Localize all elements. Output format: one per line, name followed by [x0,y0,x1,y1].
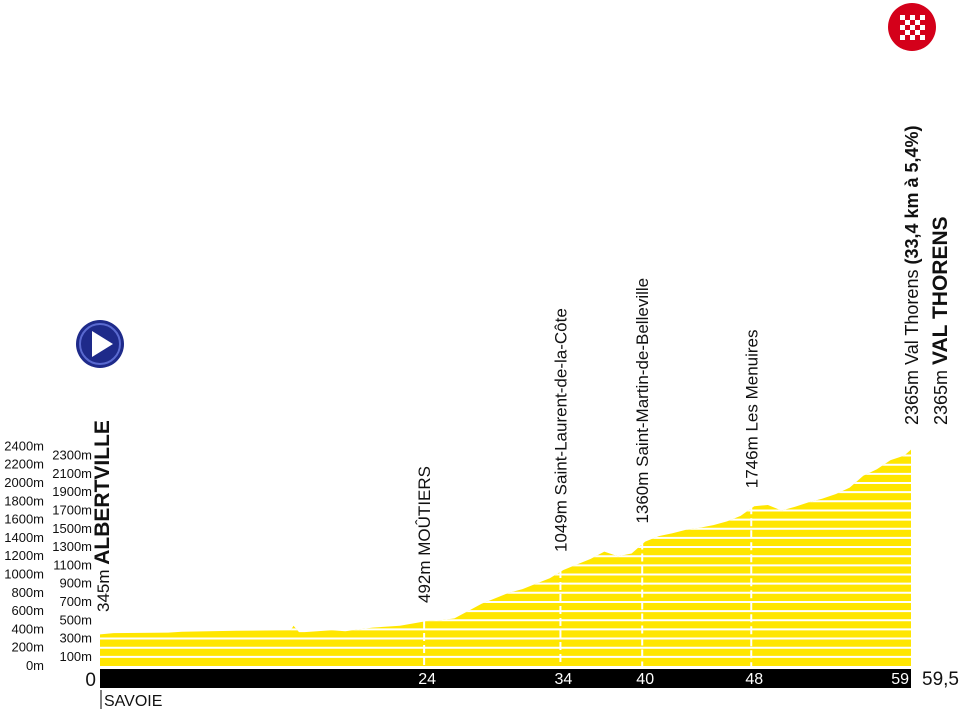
waypoint-name: Saint-Martin-de-Belleville [633,278,652,467]
x-tick-label: 59 [891,671,909,688]
finish-name: VAL THORENS [929,216,952,365]
y-tick-label: 1700m [52,502,92,517]
x-tick-label: 48 [745,671,763,688]
y-axis-ticks: 0m 100m 200m 300m 400m 500m 600m 700m 800m 900m 10… [4,438,92,673]
waypoint-label: 345m ALBERTVILLE [91,420,114,612]
y-tick-label: 1300m [52,539,92,554]
finish-climb-alt: 2365m [902,370,922,425]
waypoint-alt: 1360m [633,467,652,524]
x-start-label: 0 [85,670,96,691]
waypoint-alt: 1746m [742,432,761,489]
x-axis-ticks: 24 34 40 48 59 [418,671,909,688]
y-tick-label: 1900m [52,484,92,499]
y-tick-label: 1200m [4,548,44,563]
finish-alt: 2365m [931,370,951,425]
waypoint-alt: 1049m [551,495,570,552]
y-tick-label: 100m [59,649,92,664]
y-tick-label: 2400m [4,438,44,453]
finish-climb-detail: (33,4 km à 5,4%) [902,125,922,264]
waypoint-name: Les Menuires [742,329,761,431]
x-tick-label: 34 [555,671,573,688]
y-tick-label: 1000m [4,567,44,582]
finish-climb-label: 2365m Val Thorens (33,4 km à 5,4%) [902,125,922,425]
y-tick-label: 800m [11,585,44,600]
y-tick-label: 400m [11,621,44,636]
waypoint-labels: 345m ALBERTVILLE 492m MOÛTIERS 1049m Saint… [91,278,761,612]
y-tick-label: 2100m [52,466,92,481]
waypoint-alt: 345m [94,565,113,612]
y-tick-label: 1400m [4,530,44,545]
waypoint-name: MOÛTIERS [415,466,434,556]
y-tick-label: 1100m [53,557,92,572]
finish-label: 2365m VAL THORENS [929,216,952,425]
waypoint-name: ALBERTVILLE [91,420,114,565]
distance-bar [100,669,911,688]
y-tick-label: 2300m [52,448,92,463]
x-tick-label: 24 [418,671,436,688]
x-end-label: 59,5 [922,669,959,690]
y-tick-label: 600m [11,603,44,618]
waypoint-label: 1360m Saint-Martin-de-Belleville [633,278,652,524]
finish-climb-name: Val Thorens [902,270,922,365]
x-tick-label: 40 [636,671,654,688]
finish-checkered-flag-icon [888,3,936,51]
y-tick-label: 2200m [4,457,44,472]
waypoint-markers [423,506,753,666]
y-tick-label: 500m [59,612,92,627]
finish-labels: 2365m Val Thorens (33,4 km à 5,4%) 2365m… [902,125,952,425]
y-tick-label: 300m [59,631,92,646]
waypoint-label: 1746m Les Menuires [742,329,761,488]
y-tick-label: 1500m [52,521,92,536]
waypoint-alt: 492m [415,556,434,603]
department-label: SAVOIE [104,693,162,710]
y-tick-label: 1800m [4,493,44,508]
y-tick-label: 2000m [4,475,44,490]
y-tick-label: 900m [59,576,92,591]
start-arrow-icon [76,320,124,368]
y-tick-label: 1600m [4,512,44,527]
waypoint-name: Saint-Laurent-de-la-Côte [551,308,570,495]
elevation-area [100,449,911,666]
y-tick-label: 200m [11,640,44,655]
waypoint-label: 492m MOÛTIERS [415,466,434,603]
waypoint-label: 1049m Saint-Laurent-de-la-Côte [551,308,570,552]
y-tick-label: 700m [59,594,92,609]
y-tick-label: 0m [26,658,44,673]
